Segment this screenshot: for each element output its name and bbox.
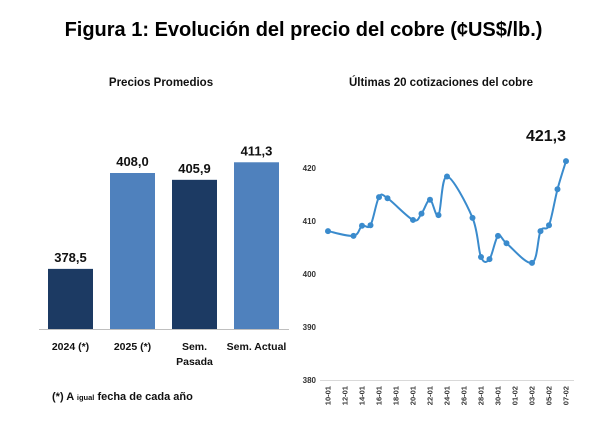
data-point: [350, 232, 357, 239]
data-point: [469, 214, 476, 221]
x-tick-label: 01-02: [511, 386, 520, 405]
bar-category-label: 2025 (*): [113, 341, 152, 353]
footnote: (*) A igual fecha de cada año: [52, 390, 193, 405]
data-point: [359, 222, 365, 229]
data-point: [529, 259, 535, 266]
x-tick-label: 03-02: [528, 386, 537, 405]
bar-category-label: 2024 (*): [51, 341, 90, 353]
x-tick-label: 10-01: [324, 386, 333, 405]
data-point: [503, 240, 510, 247]
last-value-label: 421,3: [526, 128, 566, 145]
x-tick-label: 18-01: [392, 386, 401, 405]
data-point: [376, 194, 382, 201]
x-tick-label: 14-01: [358, 386, 367, 405]
bar-category-label: Sem. Actual: [226, 341, 287, 353]
x-tick-label: 24-01: [443, 386, 452, 405]
data-point: [546, 222, 552, 229]
data-point: [427, 196, 433, 203]
line-chart: 420 410 400 390 380 10-01 12-01 14-01 16-01 18-01…: [303, 128, 574, 405]
y-tick-label: 410: [303, 217, 317, 226]
footnote-prefix: (*) A: [52, 391, 74, 403]
figure-title: Figura 1: Evolución del precio del cobre…: [64, 19, 543, 41]
data-point: [486, 256, 493, 263]
data-point: [563, 158, 569, 165]
y-tick-label: 420: [303, 164, 317, 173]
data-point: [435, 212, 442, 219]
line-chart-title: Últimas 20 cotizaciones del cobre: [348, 77, 534, 89]
x-tick-label: 30-01: [494, 386, 503, 405]
x-tick-label: 26-01: [460, 386, 469, 405]
x-tick-label: 12-01: [341, 386, 350, 405]
y-tick-label: 380: [303, 376, 317, 385]
bar: [234, 162, 279, 329]
bar-value-label: 405,9: [178, 161, 211, 176]
bar: [172, 179, 217, 329]
bar-value-label: 378,5: [54, 250, 87, 265]
bar-category-label: Sem. Pasada: [176, 341, 213, 368]
x-tick-label: 20-01: [409, 386, 418, 405]
bar-value-label: 408,0: [116, 154, 149, 169]
data-point: [478, 254, 484, 261]
data-point: [418, 210, 425, 217]
bar: [110, 173, 155, 329]
bar: [48, 268, 93, 329]
x-tick-label: 07-02: [562, 386, 571, 405]
bar-chart: 378,5 408,0 405,9 411,3: [39, 143, 289, 330]
data-point: [384, 195, 391, 202]
x-tick-label: 22-01: [426, 386, 435, 405]
data-point: [444, 173, 450, 180]
data-point: [554, 186, 561, 193]
bar-value-label: 411,3: [241, 143, 273, 158]
x-tick-label: 05-02: [545, 386, 554, 405]
y-tick-label: 400: [303, 270, 317, 279]
y-tick-label: 390: [303, 323, 317, 332]
data-point: [495, 232, 501, 239]
data-point: [410, 216, 416, 223]
data-point: [325, 228, 331, 235]
footnote-suffix: fecha de cada año: [97, 391, 193, 403]
data-point: [537, 228, 544, 235]
x-tick-label: 28-01: [477, 386, 486, 405]
data-point: [367, 222, 374, 229]
bar-chart-title: Precios Promedios: [108, 77, 214, 89]
footnote-small-word: igual: [76, 393, 95, 402]
x-tick-label: 16-01: [375, 386, 384, 405]
